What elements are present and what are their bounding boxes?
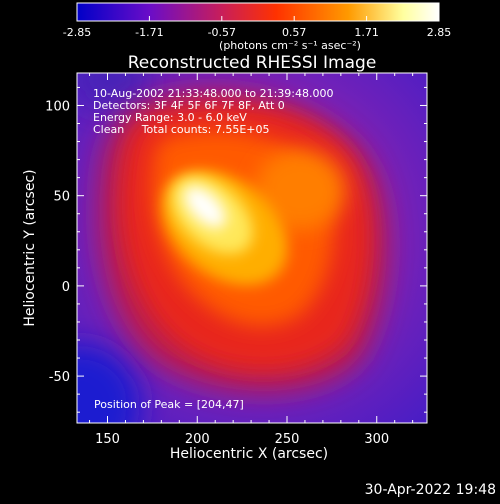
x-tick-label: 200 <box>185 432 210 447</box>
plot-frame <box>76 72 428 424</box>
x-tick-label: 300 <box>364 432 389 447</box>
colorbar-tick-label: 0.57 <box>282 26 307 39</box>
colorbar: -2.85 -1.71 -0.57 0.57 1.71 2.85 (photons cm⁻… <box>63 2 451 52</box>
colorbar-tick-label: -1.71 <box>135 26 163 39</box>
annotation-energy-range: Energy Range: 3.0 - 6.0 keV <box>93 111 247 124</box>
annotation-block: 10-Aug-2002 21:33:48.000 to 21:39:48.000… <box>93 87 334 136</box>
heatmap-image <box>77 73 427 423</box>
y-tick-label: 50 <box>53 190 70 205</box>
colorbar-ticks: -2.85 -1.71 -0.57 0.57 1.71 2.85 <box>63 16 451 39</box>
chart-title: Reconstructed RHESSI Image <box>128 53 377 73</box>
annotation-time-range: 10-Aug-2002 21:33:48.000 to 21:39:48.000 <box>93 87 334 100</box>
x-tick-label: 150 <box>95 432 120 447</box>
x-axis-label: Heliocentric X (arcsec) <box>170 446 328 462</box>
colorbar-tick-label: -2.85 <box>63 26 91 39</box>
colorbar-unit-label: (photons cm⁻² s⁻¹ asec⁻²) <box>219 39 361 52</box>
peak-position-label: Position of Peak = [204,47] <box>94 398 244 411</box>
y-tick-label: -50 <box>49 370 70 385</box>
heatmap-cool-region <box>77 73 150 110</box>
annotation-detectors: Detectors: 3F 4F 5F 6F 7F 8F, Att 0 <box>93 99 285 112</box>
x-tick-label: 250 <box>275 432 300 447</box>
heatmap-peak-core <box>184 186 226 228</box>
colorbar-tick-label: 1.71 <box>354 26 379 39</box>
heatmap-secondary-lobe <box>255 150 345 230</box>
colorbar-tick-label: 2.85 <box>427 26 452 39</box>
y-tick-label: 100 <box>45 99 70 114</box>
colorbar-gradient <box>76 2 440 22</box>
y-axis-label: Heliocentric Y (arcsec) <box>22 169 38 326</box>
heatmap-cold-region <box>77 345 140 423</box>
y-axis: -50 0 50 100 <box>45 86 427 413</box>
x-axis: 150 200 250 300 <box>89 73 414 447</box>
colorbar-tick-label: -0.57 <box>208 26 236 39</box>
y-tick-label: 0 <box>62 280 70 295</box>
annotation-clean-counts: Clean Total counts: 7.55E+05 <box>93 123 270 136</box>
footer-timestamp: 30-Apr-2022 19:48 <box>364 482 496 498</box>
